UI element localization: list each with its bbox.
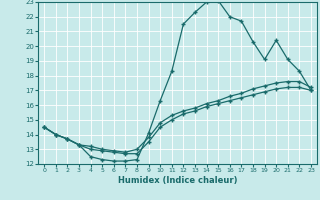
X-axis label: Humidex (Indice chaleur): Humidex (Indice chaleur) [118, 176, 237, 185]
